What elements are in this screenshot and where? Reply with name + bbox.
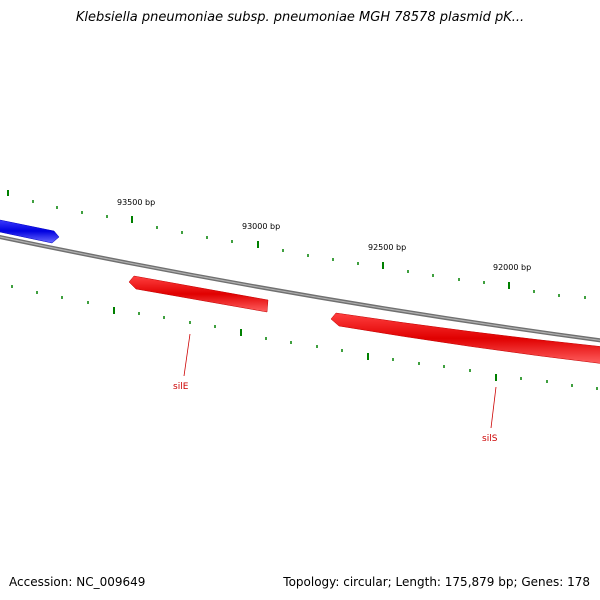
gene-arrow-silS[interactable] [330, 312, 600, 364]
gene-label-silS[interactable]: silS [482, 434, 498, 444]
map-title: Klebsiella pneumoniae subsp. pneumoniae … [75, 10, 525, 25]
forward-gene-arrow[interactable] [0, 219, 60, 244]
leader-line-silS [490, 386, 497, 429]
gene-label-silE[interactable]: silE [173, 382, 189, 392]
gene-arrow-silE[interactable] [128, 275, 269, 313]
ruler-label-92500: 92500 bp [368, 243, 406, 252]
ruler-label-93500: 93500 bp [117, 198, 155, 207]
ruler-label-93000: 93000 bp [242, 222, 280, 231]
ruler-label-92000: 92000 bp [493, 263, 531, 272]
leader-line-silE [183, 333, 191, 377]
inner-ruler-ticks [11, 285, 598, 390]
summary-text: Topology: circular; Length: 175,879 bp; … [283, 575, 590, 589]
outer-ruler-ticks [7, 190, 586, 299]
accession-text: Accession: NC_009649 [9, 575, 146, 589]
